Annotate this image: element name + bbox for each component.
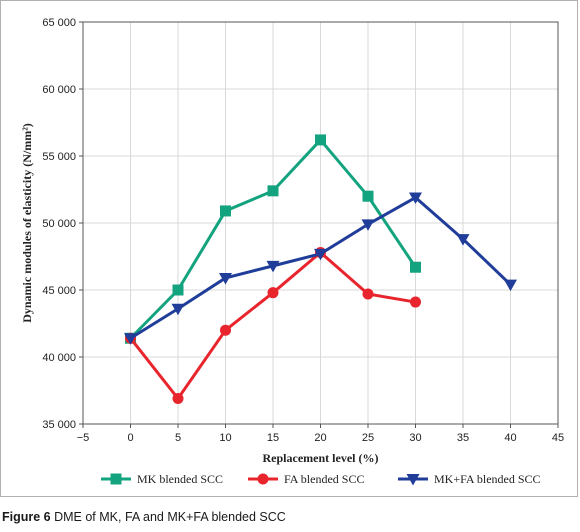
data-point: [314, 248, 327, 261]
data-point: [172, 393, 184, 405]
data-point: [361, 219, 375, 231]
legend-item: FA blended SCC: [248, 472, 364, 486]
data-point: [266, 260, 280, 273]
data-point: [219, 272, 232, 285]
data-point: [220, 205, 231, 217]
figure-frame: −5 0 5 10 15 20 25 30 35 40 45 35 000 40 000 45 000 50…: [0, 0, 578, 497]
series-3: [124, 192, 517, 345]
data-point: [410, 296, 421, 308]
legend-swatch-marker: [406, 474, 420, 486]
legend-label: MK blended SCC: [137, 472, 223, 486]
x-tick-label: 40: [504, 432, 516, 444]
legend-label: FA blended SCC: [284, 472, 364, 486]
y-tick-label: 40 000: [42, 352, 76, 364]
y-tick-label: 45 000: [42, 285, 76, 297]
data-point: [410, 261, 421, 273]
x-tick-label: 45: [552, 432, 564, 444]
chart: −5 0 5 10 15 20 25 30 35 40 45 35 000 40 000 45 000 50…: [20, 17, 564, 486]
x-tick-label: 30: [409, 432, 421, 444]
x-tick-label: 20: [314, 432, 326, 444]
y-tick-label: 65 000: [42, 17, 76, 29]
x-tick-label: 0: [127, 432, 133, 444]
legend-item: MK+FA blended SCC: [398, 472, 541, 486]
legend-item: MK blended SCC: [101, 472, 223, 486]
legend-swatch-marker: [257, 473, 269, 485]
y-axis-title: Dynamic modules of elasticity (N/mm²): [20, 123, 34, 323]
x-tick-label: 15: [267, 432, 279, 444]
data-point: [362, 288, 374, 300]
data-point: [124, 333, 137, 345]
x-tick-label: 25: [362, 432, 374, 444]
y-tick-label: 60 000: [42, 84, 76, 96]
data-point: [267, 287, 279, 299]
caption-text: DME of MK, FA and MK+FA blended SCC: [50, 510, 286, 524]
y-tick-label: 35 000: [42, 419, 76, 431]
y-tick-label: 50 000: [42, 218, 76, 230]
legend: MK blended SCC FA blended SCC MK+FA blende…: [101, 472, 541, 486]
data-point: [456, 234, 470, 246]
data-point: [267, 185, 279, 197]
y-tick-label: 55 000: [42, 151, 76, 163]
data-point: [409, 192, 422, 205]
legend-swatch-marker: [110, 473, 122, 485]
legend-label: MK+FA blended SCC: [434, 472, 541, 486]
caption-label: Figure 6: [2, 510, 51, 524]
data-point: [220, 324, 231, 336]
data-point: [362, 190, 374, 202]
data-point: [172, 284, 184, 296]
x-axis-title: Replacement level (%): [263, 451, 379, 465]
x-tick-label: −5: [77, 432, 90, 444]
x-tick-label: 5: [175, 432, 181, 444]
figure-caption: Figure 6 DME of MK, FA and MK+FA blended…: [2, 510, 286, 524]
data-point: [315, 134, 326, 146]
data-point: [171, 303, 185, 316]
series-layer: [124, 134, 517, 405]
data-point: [504, 279, 517, 292]
x-tick-label: 35: [457, 432, 469, 444]
x-tick-label: 10: [219, 432, 231, 444]
grid: [82, 21, 559, 425]
axis-ticks: −5 0 5 10 15 20 25 30 35 40 45 35 000 40 000 45 000 50…: [42, 17, 564, 444]
